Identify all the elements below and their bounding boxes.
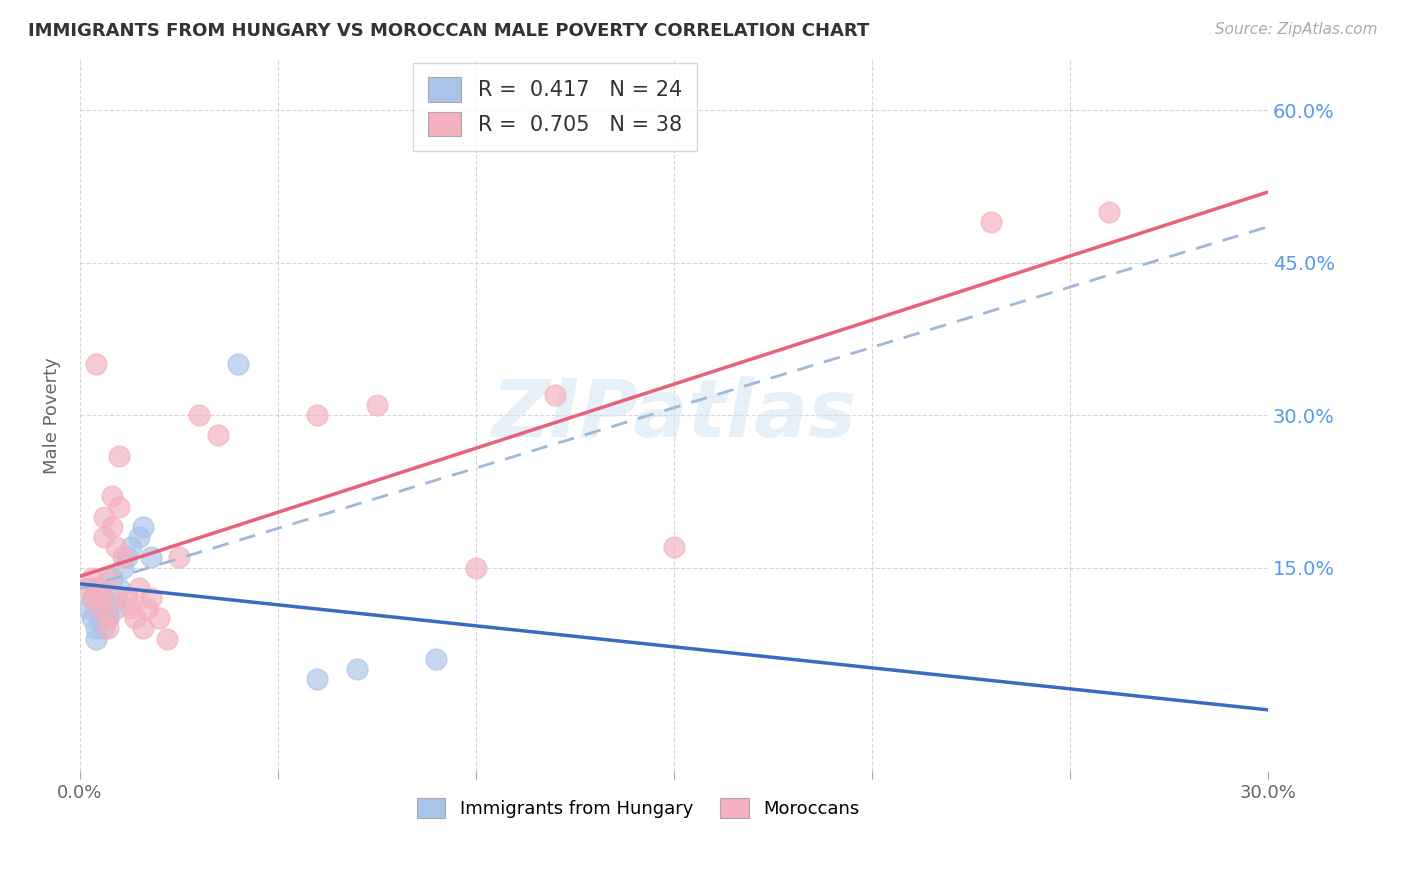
Point	[108, 449, 131, 463]
Point	[76, 601, 98, 615]
Point	[89, 591, 111, 605]
Point	[148, 611, 170, 625]
Text: ZIPatlas: ZIPatlas	[491, 376, 856, 454]
Point	[104, 591, 127, 605]
Point	[89, 581, 111, 595]
Text: Source: ZipAtlas.com: Source: ZipAtlas.com	[1215, 22, 1378, 37]
Point	[120, 601, 142, 615]
Point	[80, 571, 103, 585]
Point	[93, 509, 115, 524]
Point	[100, 490, 122, 504]
Point	[97, 571, 120, 585]
Point	[136, 601, 159, 615]
Point	[187, 408, 209, 422]
Point	[128, 530, 150, 544]
Point	[128, 581, 150, 595]
Point	[89, 611, 111, 625]
Point	[89, 601, 111, 615]
Point	[307, 408, 329, 422]
Point	[425, 652, 447, 666]
Point	[97, 622, 120, 636]
Point	[156, 632, 179, 646]
Point	[84, 622, 107, 636]
Point	[104, 601, 127, 615]
Point	[84, 357, 107, 371]
Point	[97, 601, 120, 615]
Point	[1098, 205, 1121, 219]
Point	[93, 591, 115, 605]
Point	[207, 428, 229, 442]
Point	[108, 581, 131, 595]
Point	[93, 622, 115, 636]
Point	[132, 622, 155, 636]
Point	[544, 388, 567, 402]
Point	[141, 591, 163, 605]
Point	[100, 520, 122, 534]
Point	[346, 662, 368, 676]
Point	[117, 591, 139, 605]
Point	[97, 611, 120, 625]
Point	[120, 540, 142, 554]
Point	[80, 591, 103, 605]
Y-axis label: Male Poverty: Male Poverty	[44, 357, 60, 474]
Point	[366, 398, 388, 412]
Point	[112, 550, 135, 565]
Point	[226, 357, 249, 371]
Legend: Immigrants from Hungary, Moroccans: Immigrants from Hungary, Moroccans	[409, 790, 868, 826]
Point	[97, 611, 120, 625]
Point	[84, 581, 107, 595]
Point	[124, 611, 146, 625]
Point	[112, 560, 135, 574]
Point	[108, 500, 131, 514]
Point	[464, 560, 486, 574]
Point	[76, 581, 98, 595]
Point	[100, 571, 122, 585]
Point	[307, 673, 329, 687]
Point	[662, 540, 685, 554]
Point	[104, 540, 127, 554]
Point	[132, 520, 155, 534]
Text: IMMIGRANTS FROM HUNGARY VS MOROCCAN MALE POVERTY CORRELATION CHART: IMMIGRANTS FROM HUNGARY VS MOROCCAN MALE…	[28, 22, 869, 40]
Point	[80, 591, 103, 605]
Point	[80, 611, 103, 625]
Point	[93, 530, 115, 544]
Point	[84, 632, 107, 646]
Point	[980, 215, 1002, 229]
Point	[167, 550, 190, 565]
Point	[117, 550, 139, 565]
Point	[141, 550, 163, 565]
